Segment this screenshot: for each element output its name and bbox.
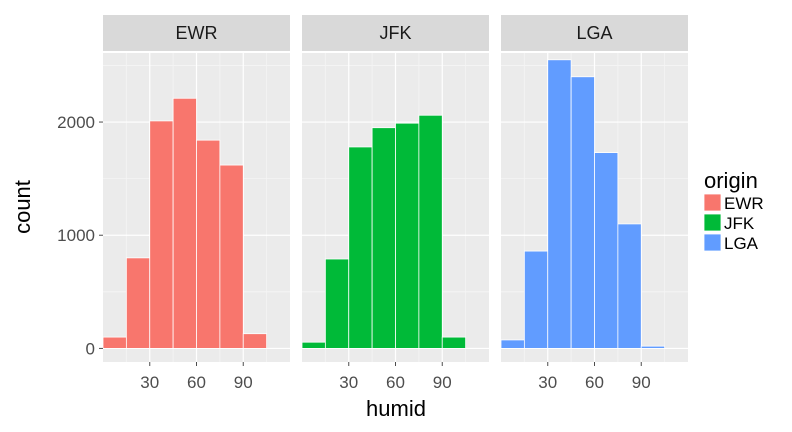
x-axis-title: humid <box>366 396 426 421</box>
facet-strip <box>302 15 489 51</box>
legend-item-ewr: EWR <box>703 193 764 213</box>
histogram-bar <box>640 345 666 349</box>
facet-panel-jfk: JFK 30 60 90 <box>301 15 489 392</box>
facet-strip-label: LGA <box>576 23 612 43</box>
facet-panel-lga: LGA 30 60 90 <box>500 15 688 392</box>
histogram-bar <box>301 341 326 349</box>
x-tick-label: 60 <box>187 373 206 392</box>
x-tick-label: 60 <box>585 373 604 392</box>
histogram-bar <box>324 258 350 349</box>
histogram-bar <box>242 333 268 349</box>
histogram-bar <box>441 336 467 349</box>
y-axis-title: count <box>10 180 35 234</box>
facet-strip-label: JFK <box>379 23 411 43</box>
histogram-bar <box>125 257 151 349</box>
y-tick-label: 2000 <box>57 113 95 132</box>
facet-strip <box>501 15 688 51</box>
histogram-bar <box>102 336 127 349</box>
x-tick-label: 90 <box>632 373 651 392</box>
x-tick-label: 90 <box>433 373 452 392</box>
legend-label: LGA <box>724 234 759 253</box>
histogram-bar <box>149 120 174 349</box>
legend-item-jfk: JFK <box>703 213 755 233</box>
histogram-bar <box>418 114 443 349</box>
histogram-bar <box>371 127 396 349</box>
x-tick-label: 30 <box>339 373 358 392</box>
histogram-bar <box>570 76 595 349</box>
histogram-bar <box>172 97 197 349</box>
x-tick-label: 30 <box>538 373 557 392</box>
legend-swatch <box>703 193 722 212</box>
legend-item-lga: LGA <box>703 233 759 253</box>
legend-label: EWR <box>724 194 764 213</box>
histogram-bar <box>500 339 525 349</box>
histogram-bar <box>219 164 244 349</box>
x-tick-label: 90 <box>234 373 253 392</box>
histogram-bar <box>196 139 221 349</box>
y-tick-label: 0 <box>86 339 95 358</box>
legend-title: origin <box>704 168 758 193</box>
histogram-bar <box>348 146 373 349</box>
legend-swatch <box>703 213 722 232</box>
x-tick-label: 30 <box>140 373 159 392</box>
histogram-bar <box>523 250 549 349</box>
facet-strip <box>103 15 290 51</box>
histogram-bar <box>547 59 572 349</box>
histogram-bar <box>617 223 642 349</box>
histogram-bar <box>395 122 420 349</box>
y-tick-label: 1000 <box>57 226 95 245</box>
facet-panel-ewr: EWR 30 60 90 0 1000 2000 <box>57 15 290 392</box>
legend-label: JFK <box>724 214 755 233</box>
facet-strip-label: EWR <box>176 23 218 43</box>
x-tick-label: 60 <box>386 373 405 392</box>
facets-layer: EWR 30 60 90 0 1000 2000 JFK 30 60 90 LGA 30 60 90 <box>57 15 688 392</box>
histogram-bar <box>594 152 619 349</box>
legend-swatch <box>703 233 722 252</box>
